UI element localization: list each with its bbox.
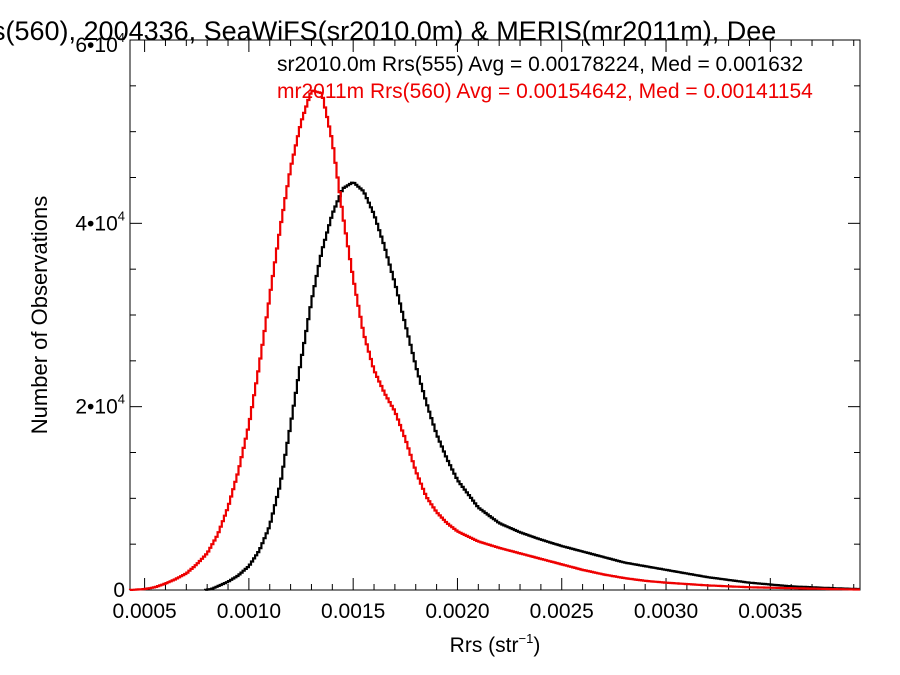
x-axis-label-exponent: −1 bbox=[519, 631, 534, 646]
y-tick-label-base: 6•10 bbox=[75, 34, 117, 57]
y-tick-label: 6•104 bbox=[75, 30, 125, 57]
legend-entry-seawifs: sr2010.0m Rrs(555) Avg = 0.00178224, Med… bbox=[277, 53, 803, 76]
x-axis-label-text: Rrs (str bbox=[450, 634, 519, 657]
y-tick-label-exponent: 4 bbox=[118, 208, 125, 223]
x-tick-label: 0.0035 bbox=[738, 600, 802, 623]
series-layer bbox=[128, 89, 860, 591]
legend-entry-meris: mr2011m Rrs(560) Avg = 0.00154642, Med =… bbox=[277, 80, 813, 103]
y-tick-label: 2•104 bbox=[75, 392, 125, 419]
x-tick-label: 0.0015 bbox=[321, 600, 385, 623]
y-axis-label: Number of Observations bbox=[27, 196, 52, 434]
y-tick-label-exponent: 4 bbox=[118, 392, 125, 407]
x-tick-label: 0.0005 bbox=[112, 600, 176, 623]
x-tick-label: 0.0010 bbox=[217, 600, 281, 623]
y-tick-label-base: 4•10 bbox=[75, 212, 117, 235]
x-axis-label: Rrs (str−1) bbox=[450, 631, 541, 657]
chart-title: s(560), 2004336, SeaWiFS(sr2010.0m) & ME… bbox=[0, 16, 776, 46]
y-tick-label: 4•104 bbox=[75, 208, 125, 235]
series-seawifs-line bbox=[204, 181, 860, 591]
y-tick-label-base: 2•10 bbox=[75, 396, 117, 419]
series-meris-line bbox=[128, 89, 860, 591]
x-axis-label-close: ) bbox=[533, 634, 540, 657]
y-tick-label: 0 bbox=[113, 579, 125, 602]
x-tick-label: 0.0020 bbox=[425, 600, 489, 623]
y-tick-label-exponent: 4 bbox=[118, 30, 125, 45]
x-tick-label: 0.0030 bbox=[634, 600, 698, 623]
x-axis: 0.0005 0.0010 0.0015 0.0020 0.0025 0.0030 0.00… bbox=[112, 40, 855, 623]
x-tick-label: 0.0025 bbox=[530, 600, 594, 623]
plot-frame bbox=[129, 39, 861, 591]
y-tick-label-base: 0 bbox=[113, 579, 125, 602]
